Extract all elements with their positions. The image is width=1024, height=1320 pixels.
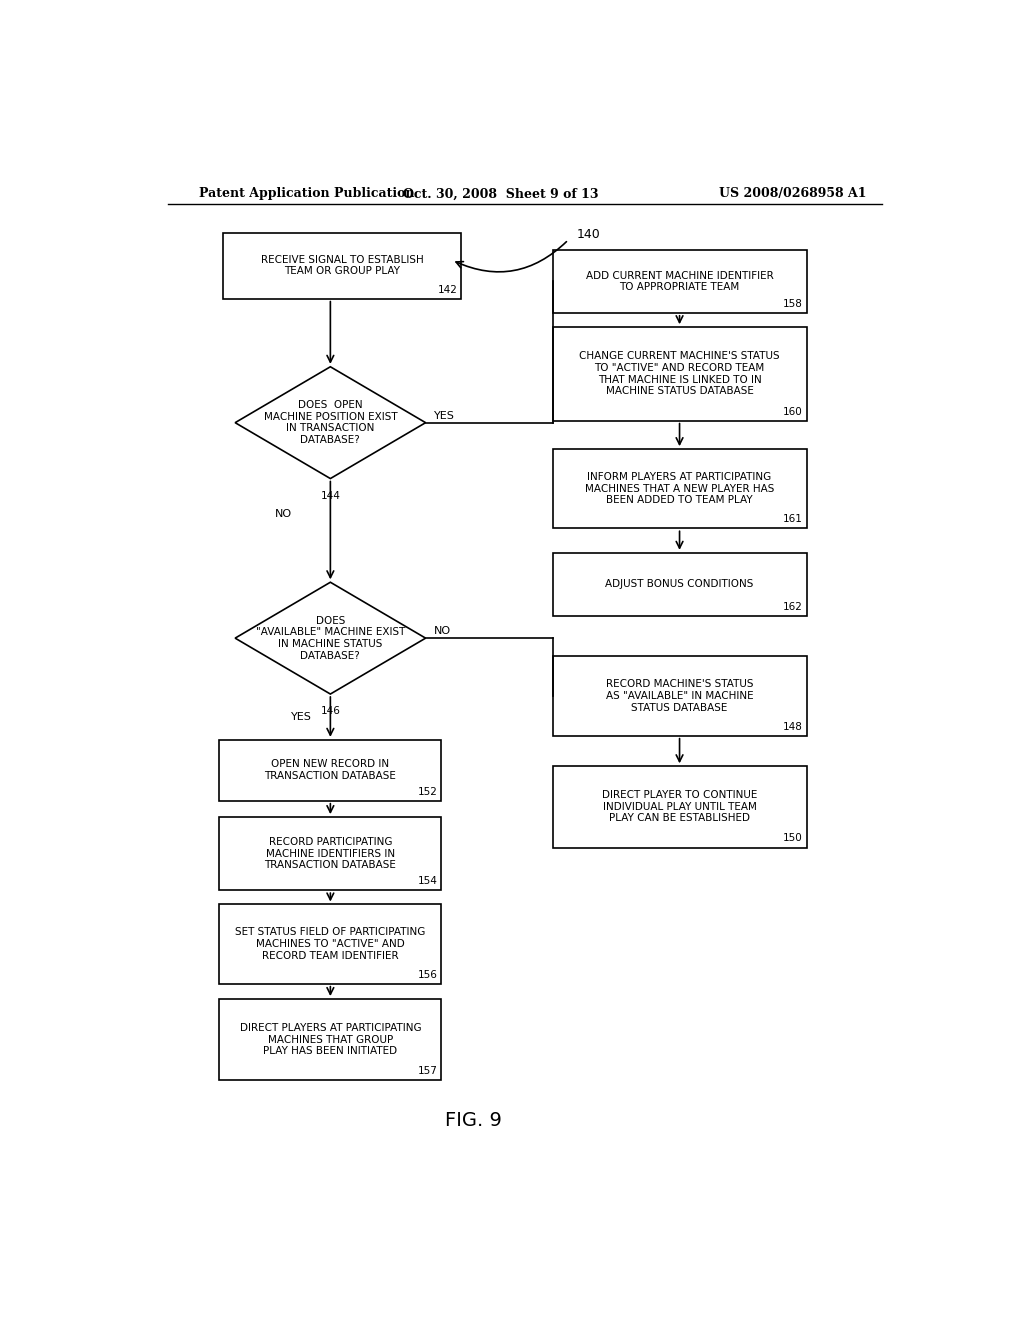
Text: RECORD MACHINE'S STATUS
AS "AVAILABLE" IN MACHINE
STATUS DATABASE: RECORD MACHINE'S STATUS AS "AVAILABLE" I… [606, 680, 754, 713]
Text: 146: 146 [321, 706, 340, 717]
Text: 152: 152 [418, 787, 437, 797]
FancyBboxPatch shape [553, 656, 807, 735]
Text: CHANGE CURRENT MACHINE'S STATUS
TO "ACTIVE" AND RECORD TEAM
THAT MACHINE IS LINK: CHANGE CURRENT MACHINE'S STATUS TO "ACTI… [580, 351, 780, 396]
Polygon shape [236, 582, 426, 694]
Text: 150: 150 [782, 833, 803, 843]
Text: 154: 154 [418, 876, 437, 886]
Text: 142: 142 [437, 285, 458, 294]
Text: Patent Application Publication: Patent Application Publication [200, 187, 415, 201]
FancyBboxPatch shape [223, 232, 461, 298]
Text: 162: 162 [782, 602, 803, 611]
FancyBboxPatch shape [219, 904, 441, 983]
Text: NO: NO [274, 510, 292, 519]
Text: 161: 161 [782, 515, 803, 524]
Text: 156: 156 [418, 970, 437, 979]
Text: 144: 144 [321, 491, 340, 500]
Text: 160: 160 [782, 407, 803, 417]
Text: NO: NO [433, 626, 451, 636]
Text: DIRECT PLAYER TO CONTINUE
INDIVIDUAL PLAY UNTIL TEAM
PLAY CAN BE ESTABLISHED: DIRECT PLAYER TO CONTINUE INDIVIDUAL PLA… [602, 791, 757, 824]
FancyBboxPatch shape [219, 999, 441, 1080]
Text: OPEN NEW RECORD IN
TRANSACTION DATABASE: OPEN NEW RECORD IN TRANSACTION DATABASE [264, 759, 396, 781]
Text: Oct. 30, 2008  Sheet 9 of 13: Oct. 30, 2008 Sheet 9 of 13 [403, 187, 599, 201]
Text: ADJUST BONUS CONDITIONS: ADJUST BONUS CONDITIONS [605, 579, 754, 589]
FancyBboxPatch shape [219, 739, 441, 801]
FancyBboxPatch shape [553, 327, 807, 421]
Text: 157: 157 [418, 1067, 437, 1076]
Text: 148: 148 [782, 722, 803, 731]
FancyBboxPatch shape [219, 817, 441, 890]
Text: ADD CURRENT MACHINE IDENTIFIER
TO APPROPRIATE TEAM: ADD CURRENT MACHINE IDENTIFIER TO APPROP… [586, 271, 773, 292]
Text: FIG. 9: FIG. 9 [445, 1111, 503, 1130]
Text: INFORM PLAYERS AT PARTICIPATING
MACHINES THAT A NEW PLAYER HAS
BEEN ADDED TO TEA: INFORM PLAYERS AT PARTICIPATING MACHINES… [585, 473, 774, 506]
Text: YES: YES [291, 713, 311, 722]
Text: 158: 158 [782, 298, 803, 309]
Text: US 2008/0268958 A1: US 2008/0268958 A1 [719, 187, 866, 201]
FancyBboxPatch shape [553, 249, 807, 313]
FancyBboxPatch shape [553, 553, 807, 615]
Text: DOES  OPEN
MACHINE POSITION EXIST
IN TRANSACTION
DATABASE?: DOES OPEN MACHINE POSITION EXIST IN TRAN… [263, 400, 397, 445]
Text: DOES
"AVAILABLE" MACHINE EXIST
IN MACHINE STATUS
DATABASE?: DOES "AVAILABLE" MACHINE EXIST IN MACHIN… [256, 615, 406, 660]
Text: RECORD PARTICIPATING
MACHINE IDENTIFIERS IN
TRANSACTION DATABASE: RECORD PARTICIPATING MACHINE IDENTIFIERS… [264, 837, 396, 870]
Text: RECEIVE SIGNAL TO ESTABLISH
TEAM OR GROUP PLAY: RECEIVE SIGNAL TO ESTABLISH TEAM OR GROU… [261, 255, 424, 276]
Text: DIRECT PLAYERS AT PARTICIPATING
MACHINES THAT GROUP
PLAY HAS BEEN INITIATED: DIRECT PLAYERS AT PARTICIPATING MACHINES… [240, 1023, 421, 1056]
FancyBboxPatch shape [553, 449, 807, 528]
Text: YES: YES [433, 411, 455, 421]
Polygon shape [236, 367, 426, 479]
Text: SET STATUS FIELD OF PARTICIPATING
MACHINES TO "ACTIVE" AND
RECORD TEAM IDENTIFIE: SET STATUS FIELD OF PARTICIPATING MACHIN… [236, 928, 426, 961]
FancyBboxPatch shape [553, 766, 807, 847]
Text: 140: 140 [577, 228, 600, 242]
FancyArrowPatch shape [456, 242, 566, 272]
